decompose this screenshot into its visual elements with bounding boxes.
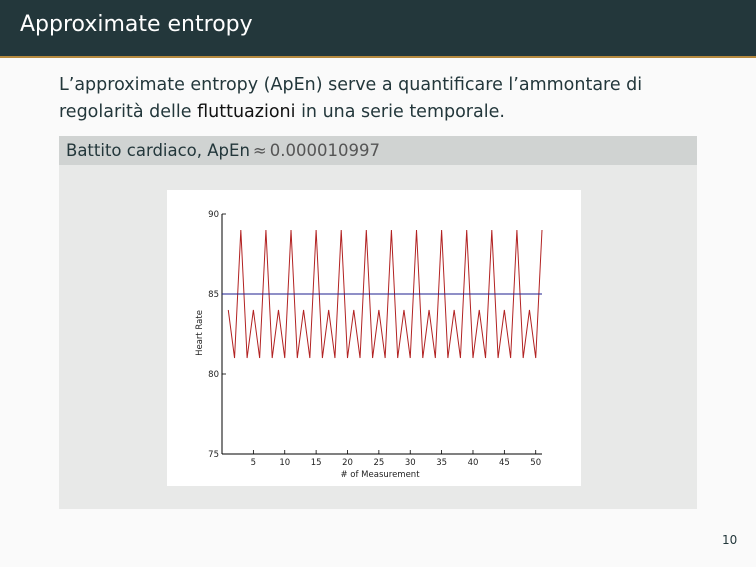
apen-value: 0.000010997	[269, 141, 380, 160]
y-tick-label: 80	[208, 370, 219, 380]
x-tick-label: 30	[405, 458, 416, 468]
block-title: Battito cardiaco, ApEn ≈0.000010997	[66, 141, 380, 160]
x-tick-label: 15	[311, 458, 322, 468]
heart-rate-chart: 5 10 15 20 25 30 35 40 45 50 75 80 85 90 # of Measure…	[167, 190, 581, 486]
heart-rate-chart-svg: 5 10 15 20 25 30 35 40 45 50 75 80 85 90 # of Measure…	[195, 210, 543, 480]
intro-emphasis: fluttuazioni	[197, 102, 296, 122]
x-tick-label: 10	[279, 458, 290, 468]
x-axis-label: # of Measurement	[340, 470, 420, 480]
intro-text-before: L’approximate entropy (ApEn) serve a qua…	[59, 75, 643, 122]
example-block: Battito cardiaco, ApEn ≈0.000010997 5 10 15…	[59, 136, 697, 509]
x-tick-label: 45	[499, 458, 510, 468]
y-tick-label: 75	[208, 450, 219, 460]
x-tick-label: 35	[436, 458, 447, 468]
block-title-bar: Battito cardiaco, ApEn ≈0.000010997	[59, 136, 697, 165]
header-accent-rule	[0, 56, 756, 58]
slide-title: Approximate entropy	[20, 12, 253, 37]
heart-rate-series-line	[227, 229, 543, 359]
y-tick-label: 85	[208, 290, 219, 300]
block-title-label: Battito cardiaco, ApEn	[66, 141, 250, 160]
page-number: 10	[722, 533, 738, 547]
x-tick-label: 50	[530, 458, 541, 468]
x-tick-label: 25	[373, 458, 384, 468]
slide-header: Approximate entropy	[0, 0, 756, 56]
intro-paragraph: L’approximate entropy (ApEn) serve a qua…	[59, 72, 719, 126]
y-tick-label: 90	[208, 210, 219, 220]
y-axis-label: Heart Rate	[195, 310, 205, 356]
intro-text-after: in una serie temporale.	[295, 102, 505, 122]
x-tick-label: 20	[342, 458, 353, 468]
x-tick-label: 5	[251, 458, 256, 468]
approx-symbol: ≈	[252, 141, 267, 160]
x-tick-label: 40	[468, 458, 479, 468]
